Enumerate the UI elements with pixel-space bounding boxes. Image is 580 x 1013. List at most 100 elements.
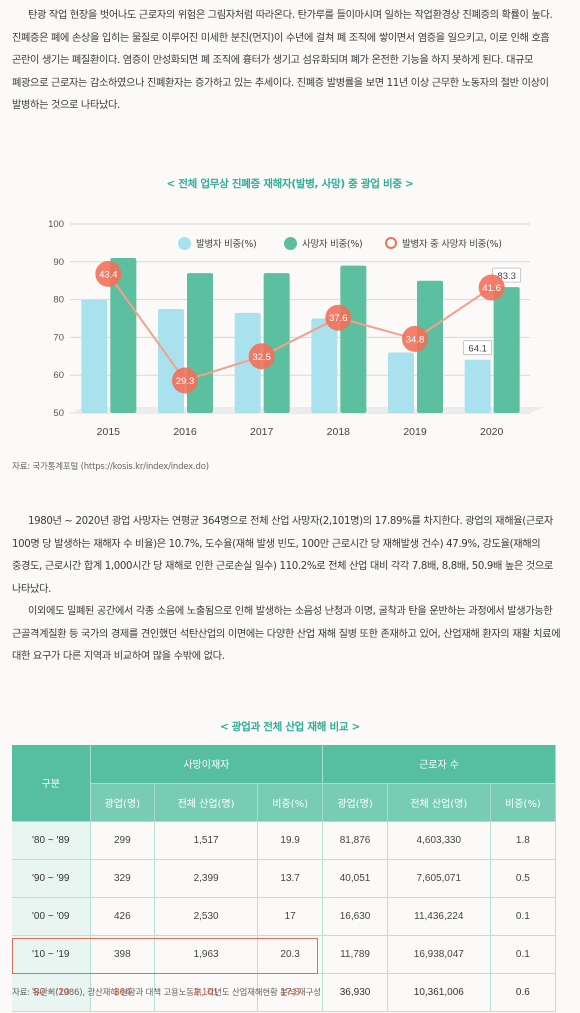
bar-death bbox=[110, 258, 137, 413]
x-tick-label: 2019 bbox=[403, 426, 427, 438]
legend-swatch-death bbox=[284, 236, 297, 250]
table-cell: 2,399 bbox=[154, 859, 259, 898]
table-row: '00 ~ '09 426 2,530 17 16,630 11,436,224 0.1 bbox=[12, 897, 557, 936]
y-tick-label: 90 bbox=[53, 257, 64, 268]
col-group-header: 구분 bbox=[12, 745, 91, 822]
sub-header: 비중(%) bbox=[490, 783, 557, 822]
row-period: '00 ~ '09 bbox=[12, 897, 91, 936]
legend-item-ratio: 발병자 중 사망자 비중(%) bbox=[385, 236, 502, 250]
ratio-value-label: 41.6 bbox=[482, 283, 501, 294]
table-cell: 36,930 bbox=[322, 973, 388, 1012]
bar-value-box bbox=[463, 340, 493, 356]
bar-incidence bbox=[81, 299, 108, 413]
body-paragraphs: 1980년 ~ 2020년 광업 사망자는 연평균 364명으로 전체 산업 사… bbox=[12, 511, 570, 669]
table-cell: 16,938,047 bbox=[387, 935, 491, 974]
table-cell: 81,876 bbox=[322, 821, 388, 860]
bar-death bbox=[417, 280, 443, 413]
table-cell: 16,630 bbox=[322, 897, 388, 936]
table-cell: 11,436,224 bbox=[387, 897, 491, 936]
bar-death bbox=[340, 265, 367, 413]
table-source: 자료: 유관희(1986), 광산재해 현황과 대책 고용노동부, 각년도 산업… bbox=[12, 988, 321, 998]
group-header-workers: 근로자 수 bbox=[322, 745, 556, 784]
bar-value-label: 64.1 bbox=[468, 344, 487, 355]
x-tick-label: 2016 bbox=[173, 426, 197, 438]
table-row: '80 ~ '20 364 2,101 17.8 36,930 10,361,006 0.6 bbox=[12, 973, 557, 1012]
ratio-value-label: 29.3 bbox=[176, 376, 195, 387]
table-cell: 4,603,330 bbox=[387, 821, 491, 860]
table-title: < 광업과 전체 산업 재해 비교 > bbox=[219, 721, 361, 733]
x-tick-label: 2017 bbox=[250, 426, 274, 438]
legend-label-death: 사망자 비중(%) bbox=[302, 239, 363, 250]
intro-text: 탄광 작업 현장을 벗어나도 근로자의 위험은 그림자처럼 따라온다. 탄가루를… bbox=[12, 10, 553, 111]
sub-header: 전체 산업(명) bbox=[387, 783, 491, 822]
legend-label-incidence: 발병자 비중(%) bbox=[196, 239, 257, 250]
ratio-value-label: 43.4 bbox=[99, 269, 118, 280]
sub-header: 전체 산업(명) bbox=[154, 783, 259, 822]
table-cell: 398 bbox=[90, 935, 156, 974]
ratio-marker bbox=[402, 325, 428, 352]
x-tick-label: 2018 bbox=[327, 426, 351, 438]
table-cell: 2,101 bbox=[154, 973, 259, 1012]
legend-item-death: 사망자 비중(%) bbox=[284, 236, 363, 250]
table-cell: 2,530 bbox=[154, 897, 259, 936]
table-cell: 11,789 bbox=[322, 935, 388, 974]
y-tick-label: 100 bbox=[48, 219, 64, 230]
table-cell: 426 bbox=[90, 897, 156, 936]
table-cell: 1.8 bbox=[490, 821, 557, 860]
table-cell: 19.9 bbox=[257, 821, 324, 860]
table-cell: 1,517 bbox=[154, 821, 259, 860]
sub-header: 광업(명) bbox=[322, 783, 388, 822]
comparison-table: 구분 사망이재자 근로자 수 광업(명) 전체 산업(명) 비중(%) 광업(명) 전체… bbox=[12, 745, 557, 1012]
table-cell: 17.8 bbox=[257, 973, 324, 1012]
table-cell: 0.6 bbox=[490, 973, 557, 1012]
ratio-marker bbox=[325, 304, 352, 331]
ratio-marker bbox=[478, 274, 505, 301]
legend-item-incidence: 발병자 비중(%) bbox=[178, 236, 257, 250]
bar-incidence bbox=[388, 352, 414, 413]
bar-incidence bbox=[464, 359, 491, 413]
ratio-marker bbox=[172, 367, 198, 394]
ratio-line bbox=[107, 273, 493, 382]
table-cell: 299 bbox=[90, 821, 156, 860]
table-cell: 10,361,006 bbox=[387, 973, 491, 1012]
table-cell: 1,963 bbox=[154, 935, 259, 974]
legend-swatch-ratio bbox=[385, 237, 397, 249]
sub-header: 광업(명) bbox=[90, 783, 156, 822]
chart-title: < 전체 업무상 진폐증 재해자(발병, 사망) 중 광업 비중 > bbox=[166, 178, 414, 190]
table-cell: 17 bbox=[257, 897, 324, 936]
bar-death bbox=[493, 287, 520, 413]
table-cell: 329 bbox=[90, 859, 156, 898]
group-header-deaths: 사망이재자 bbox=[90, 745, 324, 784]
accident-rate-text: 1980년 ~ 2020년 광업 사망자는 연평균 364명으로 전체 산업 사… bbox=[12, 516, 553, 595]
table-cell: 40,051 bbox=[322, 859, 388, 898]
intro-paragraph: 탄광 작업 현장을 벗어나도 근로자의 위험은 그림자처럼 따라온다. 탄가루를… bbox=[12, 5, 570, 118]
bar-incidence bbox=[311, 318, 338, 413]
table-cell: 0.1 bbox=[490, 897, 557, 936]
chart-source: 자료: 국가통계포털 (https://kosis.kr/index/index… bbox=[12, 462, 209, 472]
y-tick-label: 60 bbox=[53, 370, 64, 381]
y-tick-label: 80 bbox=[53, 295, 64, 306]
table-row: '80 ~ '89 299 1,517 19.9 81,876 4,603,330 1.8 bbox=[12, 821, 557, 860]
ratio-marker bbox=[248, 343, 275, 370]
table-cell: 364 bbox=[90, 973, 156, 1012]
table-cell: 7,605,071 bbox=[387, 859, 491, 898]
y-tick-label: 50 bbox=[53, 408, 64, 419]
bar-incidence bbox=[234, 312, 261, 413]
legend-swatch-incidence bbox=[178, 236, 191, 250]
ratio-value-label: 34.8 bbox=[406, 334, 425, 345]
table-cell: 13.7 bbox=[257, 859, 324, 898]
x-tick-label: 2020 bbox=[480, 426, 504, 438]
table-row: '90 ~ '99 329 2,399 13.7 40,051 7,605,071 0.5 bbox=[12, 859, 557, 898]
sub-header: 비중(%) bbox=[257, 783, 324, 822]
row-period: '90 ~ '99 bbox=[12, 859, 91, 898]
row-period: '80 ~ '20 bbox=[12, 973, 91, 1012]
table-cell: 0.1 bbox=[490, 935, 557, 974]
y-tick-label: 70 bbox=[53, 332, 64, 343]
x-tick-label: 2015 bbox=[97, 426, 121, 438]
row-period: '10 ~ '19 bbox=[12, 935, 91, 974]
other-diseases-text: 이외에도 밀폐된 공간에서 각종 소음에 노출됨으로 인해 발생하는 소음성 난… bbox=[12, 606, 561, 662]
bar-death bbox=[263, 273, 290, 413]
bar-line-chart: 50 60 70 80 90 100 2015 2016 2017 2018 2019 2020 64.… bbox=[48, 219, 544, 438]
table-cell: 0.5 bbox=[490, 859, 557, 898]
table-row: '10 ~ '19 398 1,963 20.3 11,789 16,938,047 0.1 bbox=[12, 935, 557, 974]
